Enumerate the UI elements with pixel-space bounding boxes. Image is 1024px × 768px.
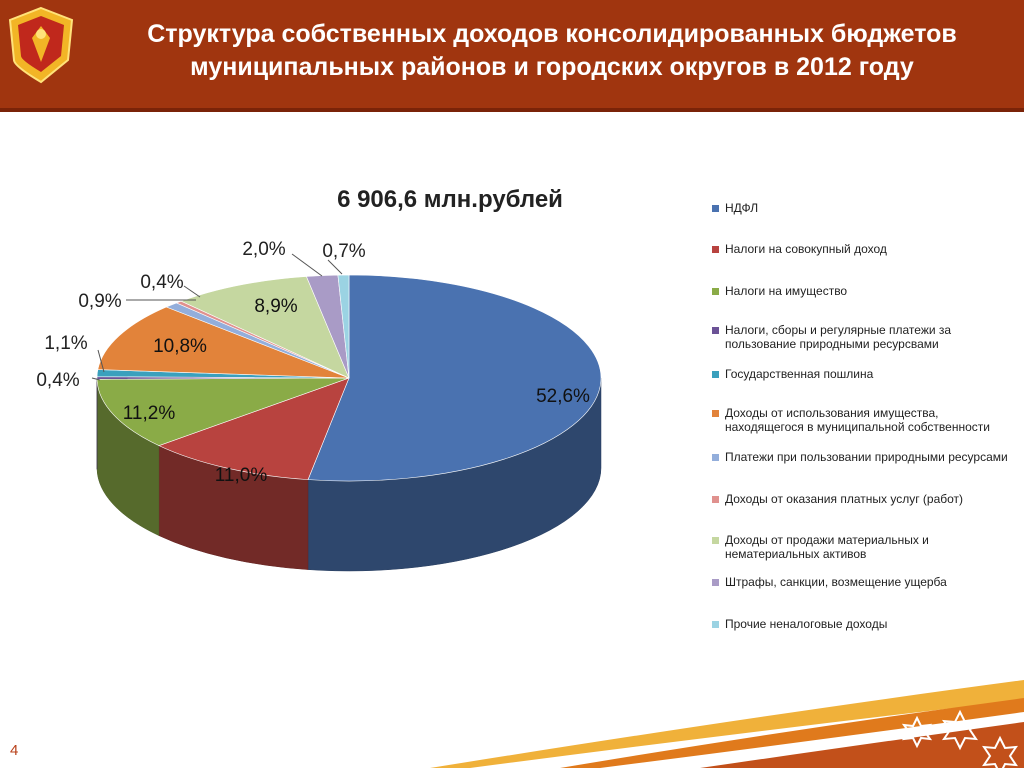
header-divider (0, 108, 1024, 112)
legend-swatch (712, 621, 719, 628)
legend-item: Платежи при пользовании природными ресур… (712, 450, 1012, 464)
slide-title: Структура собственных доходов консолидир… (80, 18, 1024, 84)
pie-data-label: 52,6% (536, 386, 590, 407)
legend-item: Государственная пошлина (712, 367, 1012, 381)
pie-side-walls (96, 377, 602, 572)
legend-label: Доходы от использования имущества, наход… (725, 406, 990, 434)
pie-data-label: 2,0% (242, 239, 285, 260)
legend-swatch (712, 327, 719, 334)
legend-item: Доходы от использования имущества, наход… (712, 406, 1012, 434)
ornament-star-icon (901, 715, 933, 749)
legend-label: Налоги на имущество (725, 284, 848, 298)
pie-data-label: 0,4% (140, 272, 183, 293)
pie-data-label: 1,1% (44, 333, 87, 354)
pie-slice (97, 306, 350, 379)
legend-swatch (712, 205, 719, 212)
legend-item: Налоги, сборы и регулярные платежи за по… (712, 323, 1012, 351)
ornament-star-icon (942, 709, 978, 751)
slide-header: Структура собственных доходов консолидир… (0, 0, 1024, 108)
legend-label: Платежи при пользовании природными ресур… (725, 450, 1008, 464)
pie-slice (158, 377, 350, 480)
legend-swatch (712, 579, 719, 586)
legend-item: Доходы от оказания платных услуг (работ) (712, 492, 1012, 506)
legend-swatch (712, 454, 719, 461)
pie-leader-line (183, 285, 201, 298)
legend-label: Штрафы, санкции, возмещение ущерба (725, 575, 947, 589)
legend-label: Доходы от продажи материальных и нематер… (725, 533, 929, 561)
ornament-star-icon (982, 735, 1018, 768)
chart-title: 6 906,6 млн.рублей (337, 186, 563, 213)
pie-data-label: 10,8% (153, 336, 207, 357)
legend-swatch (712, 496, 719, 503)
pie-data-label: 8,9% (254, 296, 297, 317)
slide-title-line-1: Структура собственных доходов консолидир… (147, 20, 957, 48)
pie-chart: 52,6% 11,0% 11,2% 0,4% 1,1% 10,8% 0,9% 0,4% 8,9%… (36, 239, 602, 572)
legend-swatch (712, 288, 719, 295)
coat-of-arms-icon (8, 6, 74, 84)
pie-leader-line (291, 253, 323, 277)
pie-data-label: 0,7% (322, 241, 365, 262)
legend-label: НДФЛ (725, 201, 759, 215)
legend-item: Налоги на имущество (712, 284, 1012, 298)
pie-data-label: 11,0% (215, 465, 268, 486)
pie-slice (96, 377, 350, 446)
pie-slice (307, 274, 602, 482)
pie-leader-line (327, 259, 343, 275)
legend-label: Государственная пошлина (725, 367, 874, 381)
legend-label: Налоги, сборы и регулярные платежи за по… (725, 323, 952, 351)
pie-leader-line (97, 349, 105, 373)
legend-item: Штрафы, санкции, возмещение ущерба (712, 575, 1012, 589)
slide-title-line-2: муниципальных районов и городских округо… (190, 53, 914, 81)
legend-swatch (712, 246, 719, 253)
pie-slice (180, 276, 350, 379)
legend-label: Прочие неналоговые доходы (725, 617, 888, 631)
decorative-swoosh (430, 680, 1024, 768)
pie-leader-line (91, 377, 101, 381)
legend-label: Доходы от оказания платных услуг (работ) (725, 492, 964, 506)
legend-item: Прочие неналоговые доходы (712, 617, 1012, 631)
legend-item: Налоги на совокупный доход (712, 242, 1012, 256)
legend-swatch (712, 371, 719, 378)
pie-slice (337, 274, 350, 379)
legend-label: Налоги на совокупный доход (725, 242, 887, 256)
legend-swatch (712, 410, 719, 417)
pie-data-label: 0,9% (78, 291, 121, 312)
legend-swatch (712, 537, 719, 544)
page-number: 4 (10, 742, 19, 759)
legend-item: Доходы от продажи материальных и нематер… (712, 533, 1012, 561)
pie-data-label: 11,2% (123, 403, 176, 424)
pie-data-label: 0,4% (36, 370, 79, 391)
legend-item: НДФЛ (712, 201, 1012, 215)
